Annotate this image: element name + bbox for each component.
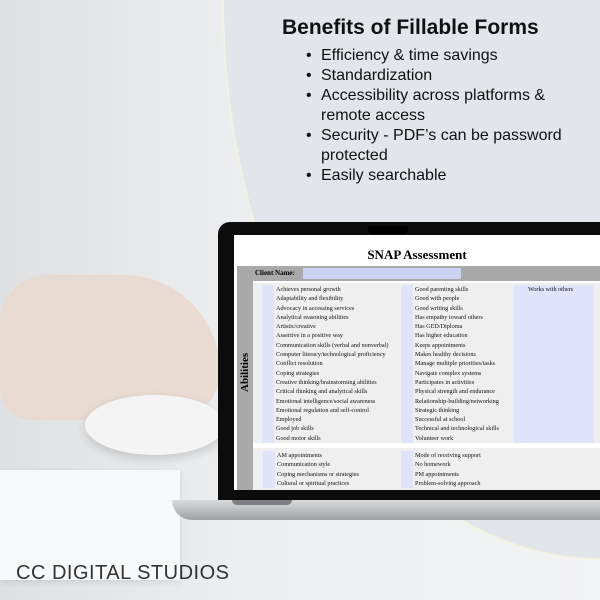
section-sidebar: Abilities — [237, 281, 253, 490]
hand-image — [0, 275, 220, 420]
checkbox-row[interactable]: Has higher education — [401, 331, 499, 342]
checkbox-row[interactable]: Relationship-building/networking — [401, 396, 499, 407]
brand-name: CC DIGITAL STUDIOS — [16, 562, 230, 584]
checkbox-row[interactable] — [514, 387, 594, 397]
checkbox-row[interactable]: Volunteer work — [401, 433, 499, 444]
checkbox-row[interactable]: Successful at school — [401, 415, 499, 425]
checkbox-row[interactable]: Employed — [262, 415, 388, 425]
checkbox-row[interactable] — [514, 303, 594, 314]
client-name-label: Client Name: — [255, 269, 295, 277]
checkbox-row[interactable]: Cultural or spiritual practices — [263, 478, 359, 489]
checkbox-row[interactable] — [514, 415, 594, 425]
checkbox-row[interactable]: Computer literacy/technological proficie… — [262, 350, 388, 360]
abilities-col2: Good parenting skills Good with people Goo… — [401, 285, 499, 444]
form-title: SNAP Assessment — [367, 247, 467, 262]
checkbox-row[interactable]: Assertive in a positive way — [262, 331, 388, 342]
checkbox-row[interactable]: No homework — [401, 460, 481, 470]
camera-notch — [368, 226, 408, 234]
checkbox-row[interactable]: Emotional intelligence/social awareness — [262, 396, 388, 407]
checkbox-row[interactable]: Works with others — [514, 285, 594, 295]
checkbox-row[interactable]: Communication style — [263, 460, 359, 470]
checkbox-row[interactable]: Good with people — [401, 294, 499, 304]
checkbox-row[interactable]: Good writing skills — [401, 303, 499, 314]
checkbox-row[interactable]: Manage multiple priorities/tasks — [401, 359, 499, 369]
checkbox-row[interactable]: Participates in activities — [401, 377, 499, 388]
abilities-section: Achieves personal growth Adaptability and… — [253, 283, 600, 444]
benefit-item: Accessibility across platforms & remote … — [306, 86, 576, 126]
checkbox-row[interactable]: Communication skills (verbal and nonverb… — [262, 340, 388, 351]
checkbox-row[interactable]: Physical strength and endurance — [401, 387, 499, 397]
checkbox-row[interactable]: Coping strategies — [262, 368, 388, 379]
benefit-item: Efficiency & time savings — [306, 46, 576, 66]
client-name-row: Client Name: — [237, 266, 600, 281]
preferences-col1: AM appointments Communication style Coping… — [263, 451, 359, 489]
abilities-col1: Achieves personal growth Adaptability and… — [262, 285, 388, 444]
benefits-list: Efficiency & time savingsStandardization… — [306, 46, 592, 186]
checkbox-row[interactable]: Creative thinking/brainstorming abilitie… — [262, 377, 388, 388]
mouse-image — [85, 395, 225, 455]
checkbox-row[interactable]: Advocacy in accessing services — [262, 303, 388, 314]
checkbox-row[interactable] — [514, 294, 594, 304]
checkbox-row[interactable] — [514, 359, 594, 369]
preferences-col2: Mode of receiving support No homework PM a… — [401, 451, 481, 489]
checkbox-row[interactable] — [514, 312, 594, 323]
checkbox-row[interactable]: Strategic thinking — [401, 405, 499, 416]
checkbox-row[interactable]: Emotional regulation and self-control — [262, 405, 388, 416]
checkbox-row[interactable]: Has empathy toward others — [401, 312, 499, 323]
laptop-base — [172, 500, 600, 520]
benefit-item: Easily searchable — [306, 166, 576, 186]
checkbox-row[interactable] — [514, 368, 594, 379]
checkbox-row[interactable] — [514, 396, 594, 407]
checkbox-row[interactable] — [514, 350, 594, 360]
checkbox-row[interactable]: Keeps appointments — [401, 340, 499, 351]
benefit-item: Security - PDF’s can be password protect… — [306, 126, 576, 166]
checkbox-row[interactable]: PM appointments — [401, 469, 481, 480]
preferences-section: AM appointments Communication style Coping… — [253, 448, 600, 490]
checkbox-row[interactable]: Good parenting skills — [401, 285, 499, 295]
laptop-screen: SNAP Assessment Client Name: Abilities A… — [234, 235, 600, 490]
checkbox-row[interactable] — [514, 433, 594, 444]
client-name-field[interactable] — [303, 268, 461, 279]
paper-image — [0, 470, 180, 580]
benefits-panel: Benefits of Fillable Forms Efficiency & … — [282, 16, 592, 186]
checkbox-row[interactable]: Good motor skills — [262, 433, 388, 444]
checkbox-row[interactable]: Good job skills — [262, 424, 388, 435]
abilities-col3: Works with others — [514, 285, 594, 444]
laptop-notch — [232, 500, 292, 505]
checkbox-row[interactable]: Problem-solving approach — [401, 478, 481, 489]
checkbox-row[interactable]: Conflict resolution — [262, 359, 388, 369]
checkbox-row[interactable] — [514, 377, 594, 388]
checkbox-row[interactable] — [514, 331, 594, 342]
checkbox-row[interactable]: Has GED/Diploma — [401, 322, 499, 332]
checkbox-row[interactable]: Achieves personal growth — [262, 285, 388, 295]
checkbox-row[interactable]: AM appointments — [263, 451, 359, 461]
benefit-item: Standardization — [306, 66, 576, 86]
checkbox-row[interactable] — [514, 405, 594, 416]
checkbox-row[interactable]: Artistic/creative — [262, 322, 388, 332]
checkbox-row[interactable]: Analytical reasoning abilities — [262, 312, 388, 323]
checkbox-row[interactable]: Coping mechanisms or strategies — [263, 469, 359, 480]
checkbox-row[interactable]: Makes healthy decisions — [401, 350, 499, 360]
checkbox-row[interactable] — [514, 322, 594, 332]
checkbox-row[interactable]: Mode of receiving support — [401, 451, 481, 461]
section-label: Abilities — [239, 352, 251, 392]
checkbox-row[interactable]: Navigate complex systems — [401, 368, 499, 379]
checkbox-row[interactable]: Critical thinking and analytical skills — [262, 387, 388, 397]
benefits-title: Benefits of Fillable Forms — [282, 16, 539, 39]
checkbox-row[interactable]: Adaptability and flexibility — [262, 294, 388, 304]
laptop-bezel: SNAP Assessment Client Name: Abilities A… — [218, 222, 600, 502]
checkbox-row[interactable] — [514, 340, 594, 351]
checkbox-row[interactable]: Technical and technological skills — [401, 424, 499, 435]
checkbox-row[interactable] — [514, 424, 594, 435]
